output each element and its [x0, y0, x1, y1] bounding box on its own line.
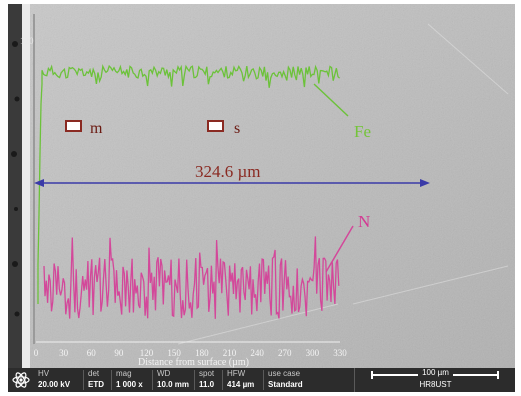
fe-profile-line — [37, 63, 341, 304]
mag-label: mag — [116, 369, 132, 378]
wd-value: 10.0 mm — [157, 380, 190, 389]
width-measurement-label: 324.6 µm — [195, 162, 261, 181]
mag-value: 1 000 x — [116, 380, 143, 389]
x-axis-title: Distance from surface (µm) — [138, 357, 249, 368]
hfw-label: HFW — [227, 369, 246, 378]
y-tick-top: 120 — [20, 36, 34, 46]
x-tick-label: 270 — [277, 348, 292, 358]
x-tick-label: 210 — [222, 348, 237, 358]
wd-label: WD — [157, 369, 171, 378]
usecase-value: Standard — [268, 380, 303, 389]
atom-logo-icon — [12, 372, 30, 388]
hv-value: 20.00 kV — [38, 380, 71, 389]
sem-databar: HV 20.00 kV det ETD mag 1 000 x WD 10.0 … — [8, 368, 515, 392]
instrument-name: HR8UST — [419, 380, 452, 389]
spot-value: 11.0 — [199, 380, 215, 389]
n-label: N — [358, 212, 371, 231]
spot-field: spot 11.0 — [199, 369, 214, 390]
hv-label: HV — [38, 369, 50, 378]
spot-label: spot — [199, 369, 215, 378]
hfw-field: HFW 414 µm — [227, 369, 254, 390]
hfw-value: 414 µm — [227, 380, 255, 389]
x-tick-label: 180 — [195, 348, 209, 358]
scale-bar-panel: 100 µm HR8UST — [354, 368, 515, 392]
region-s-label: s — [234, 120, 241, 137]
x-tick-label: 300 — [305, 348, 320, 358]
det-value: ETD — [88, 380, 104, 389]
mag-field: mag 1 000 x — [116, 369, 143, 390]
sem-image-frame: 120 m s Fe N 324.6 µm 0 30 60 90 120 150 180 21… — [8, 4, 515, 392]
hv-field: HV 20.00 kV — [38, 369, 70, 390]
surface-edge — [8, 4, 22, 368]
wd-field: WD 10.0 mm — [157, 369, 189, 390]
x-tick-label: 60 — [86, 348, 96, 358]
x-tick-label: 330 — [333, 348, 347, 358]
width-measure-arrow — [34, 179, 430, 187]
x-tick-label: 240 — [250, 348, 264, 358]
x-tick-label: 0 — [33, 348, 39, 358]
x-tick-label: 150 — [167, 348, 181, 358]
x-tick-label: 120 — [139, 348, 154, 358]
x-tick-label: 30 — [59, 348, 69, 358]
fe-label: Fe — [354, 122, 371, 141]
n-profile-line — [43, 236, 340, 319]
det-label: det — [88, 369, 100, 378]
det-field: det ETD — [88, 369, 104, 390]
n-pointer-line — [325, 225, 354, 273]
usecase-field: use case Standard — [268, 369, 303, 390]
sem-micrograph — [8, 4, 515, 368]
region-s-box — [207, 120, 224, 132]
x-tick-label: 90 — [114, 348, 124, 358]
fe-pointer-line — [313, 83, 349, 117]
region-m-label: m — [90, 120, 103, 137]
usecase-label: use case — [268, 369, 301, 378]
scale-bar-label: 100 µm — [418, 368, 453, 377]
region-m-box — [65, 120, 82, 132]
